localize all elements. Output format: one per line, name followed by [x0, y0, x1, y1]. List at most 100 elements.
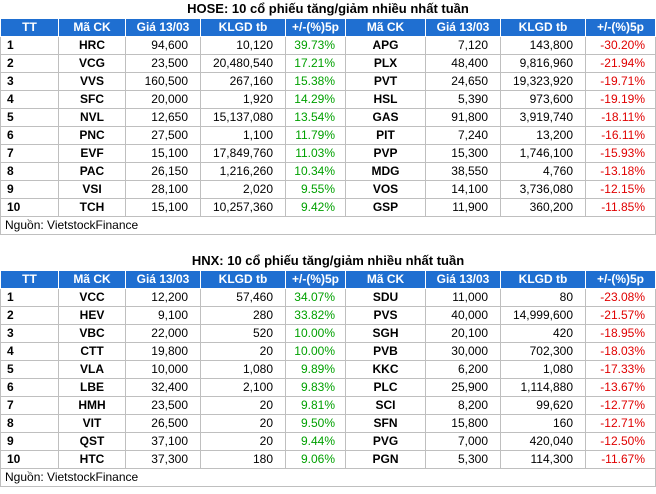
cell: 114,300: [500, 450, 586, 469]
data-row: 7 EVF 15,100 17,849,760 11.03% PVP 15,300 1,746…: [0, 144, 656, 163]
stock-table: TT Mã CK Giá 13/03 KLGD tb +/-(%)5p Mã CK Giá …: [0, 18, 656, 235]
cell: -21.94%: [585, 54, 656, 73]
cell: PAC: [58, 162, 126, 181]
source-row: Nguồn: VietstockFinance: [0, 468, 656, 487]
cell: 420,040: [500, 432, 586, 451]
cell: -30.20%: [585, 36, 656, 55]
cell: NVL: [58, 108, 126, 127]
cell: 19,323,920: [500, 72, 586, 91]
cell: 1,216,260: [200, 162, 286, 181]
cell: -16.11%: [585, 126, 656, 145]
cell: 9,100: [125, 306, 201, 325]
cell: 9.42%: [285, 198, 346, 217]
cell: -11.85%: [585, 198, 656, 217]
table-title: HOSE: 10 cổ phiếu tăng/giảm nhiều nhất t…: [187, 1, 469, 16]
cell: 14,999,600: [500, 306, 586, 325]
cell: 6: [0, 378, 59, 397]
cell: TCH: [58, 198, 126, 217]
cell: 23,500: [125, 54, 201, 73]
cell: 20: [200, 414, 286, 433]
cell: 9.06%: [285, 450, 346, 469]
source: Nguồn: VietstockFinance: [0, 216, 656, 235]
cell: 28,100: [125, 180, 201, 199]
cell: HRC: [58, 36, 126, 55]
cell: 1,100: [200, 126, 286, 145]
header-cell: TT: [0, 18, 59, 37]
cell: 2: [0, 306, 59, 325]
cell: 10.34%: [285, 162, 346, 181]
data-row: 5 NVL 12,650 15,137,080 13.54% GAS 91,800 3,919…: [0, 108, 656, 127]
cell: 1,746,100: [500, 144, 586, 163]
cell: 702,300: [500, 342, 586, 361]
cell: 15,100: [125, 144, 201, 163]
cell: 267,160: [200, 72, 286, 91]
header-cell: Mã CK: [58, 270, 126, 289]
cell: 15,800: [425, 414, 501, 433]
data-row: 6 LBE 32,400 2,100 9.83% PLC 25,900 1,114,880 -1…: [0, 378, 656, 397]
cell: -13.18%: [585, 162, 656, 181]
cell: 80: [500, 288, 586, 307]
cell: 38,550: [425, 162, 501, 181]
cell: 2: [0, 54, 59, 73]
cell: -12.71%: [585, 414, 656, 433]
header-cell: +/-(%)5p: [585, 18, 656, 37]
cell: HMH: [58, 396, 126, 415]
cell: 26,500: [125, 414, 201, 433]
cell: 7,120: [425, 36, 501, 55]
cell: VCC: [58, 288, 126, 307]
cell: 11.79%: [285, 126, 346, 145]
cell: 22,000: [125, 324, 201, 343]
cell: 4,760: [500, 162, 586, 181]
cell: 37,100: [125, 432, 201, 451]
cell: 420: [500, 324, 586, 343]
cell: 48,400: [425, 54, 501, 73]
cell: 39.73%: [285, 36, 346, 55]
cell: 17.21%: [285, 54, 346, 73]
cell: PNC: [58, 126, 126, 145]
cell: -19.71%: [585, 72, 656, 91]
cell: PGN: [345, 450, 426, 469]
cell: -13.67%: [585, 378, 656, 397]
cell: 5: [0, 108, 59, 127]
cell: 12,200: [125, 288, 201, 307]
cell: 24,650: [425, 72, 501, 91]
cell: -15.93%: [585, 144, 656, 163]
cell: PIT: [345, 126, 426, 145]
cell: -17.33%: [585, 360, 656, 379]
cell: MDG: [345, 162, 426, 181]
cell: 7,240: [425, 126, 501, 145]
cell: GSP: [345, 198, 426, 217]
header-cell: KLGD tb: [200, 18, 286, 37]
cell: 19,800: [125, 342, 201, 361]
header-cell: Mã CK: [345, 18, 426, 37]
header-cell: Giá 13/03: [125, 18, 201, 37]
data-row: 5 VLA 10,000 1,080 9.89% KKC 6,200 1,080 -17.33%: [0, 360, 656, 379]
cell: 11,900: [425, 198, 501, 217]
cell: 1: [0, 36, 59, 55]
cell: 9.55%: [285, 180, 346, 199]
header-cell: KLGD tb: [500, 18, 586, 37]
data-row: 3 VBC 22,000 520 10.00% SGH 20,100 420 -18.95%: [0, 324, 656, 343]
cell: 10: [0, 198, 59, 217]
data-row: 6 PNC 27,500 1,100 11.79% PIT 7,240 13,200 -16.1…: [0, 126, 656, 145]
cell: 9,816,960: [500, 54, 586, 73]
cell: VLA: [58, 360, 126, 379]
cell: SCI: [345, 396, 426, 415]
cell: VVS: [58, 72, 126, 91]
data-row: 9 QST 37,100 20 9.44% PVG 7,000 420,040 -12.50%: [0, 432, 656, 451]
cell: 27,500: [125, 126, 201, 145]
cell: -12.15%: [585, 180, 656, 199]
cell: GAS: [345, 108, 426, 127]
cell: -18.11%: [585, 108, 656, 127]
cell: 14,100: [425, 180, 501, 199]
data-row: 1 VCC 12,200 57,460 34.07% SDU 11,000 80 -23.08%: [0, 288, 656, 307]
cell: 20,000: [125, 90, 201, 109]
cell: 7: [0, 144, 59, 163]
cell: 26,150: [125, 162, 201, 181]
cell: 1,080: [500, 360, 586, 379]
cell: 9.44%: [285, 432, 346, 451]
cell: APG: [345, 36, 426, 55]
cell: 23,500: [125, 396, 201, 415]
cell: 5,300: [425, 450, 501, 469]
cell: -19.19%: [585, 90, 656, 109]
